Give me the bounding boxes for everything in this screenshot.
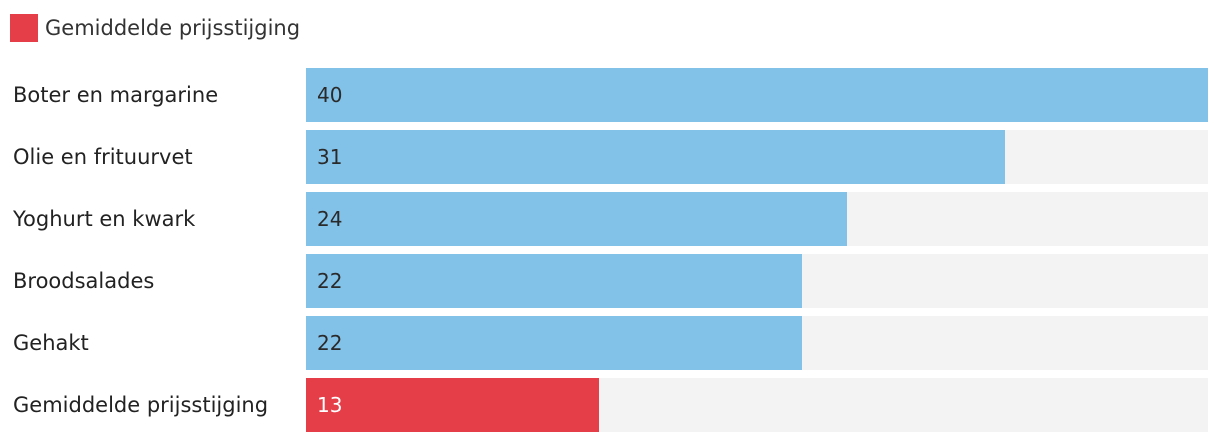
legend-swatch	[10, 14, 38, 42]
bar-row: Gemiddelde prijsstijging 13	[0, 378, 1220, 432]
bar-track: 13	[306, 378, 1208, 432]
category-label: Boter en margarine	[13, 83, 219, 107]
category-label: Gehakt	[13, 331, 89, 355]
bar-track: 31	[306, 130, 1208, 184]
category-label: Yoghurt en kwark	[13, 207, 196, 231]
value-label: 24	[317, 207, 343, 231]
value-label: 22	[317, 269, 343, 293]
category-label: Broodsalades	[13, 269, 155, 293]
bar-track: 22	[306, 316, 1208, 370]
bar-row: Broodsalades 22	[0, 254, 1220, 308]
legend-label: Gemiddelde prijsstijging	[45, 16, 301, 40]
category-label: Gemiddelde prijsstijging	[13, 393, 269, 417]
value-label: 31	[317, 145, 343, 169]
bar-row: Gehakt 22	[0, 316, 1220, 370]
bar-track: 40	[306, 68, 1208, 122]
bar-row: Yoghurt en kwark 24	[0, 192, 1220, 246]
value-label: 40	[317, 83, 343, 107]
bar: 24	[306, 192, 848, 246]
bar: 40	[306, 68, 1208, 122]
legend: Gemiddelde prijsstijging	[10, 14, 300, 42]
bar: 31	[306, 130, 1006, 184]
bar: 22	[306, 316, 803, 370]
value-label: 22	[317, 331, 343, 355]
bar: 22	[306, 254, 803, 308]
bar-track: 22	[306, 254, 1208, 308]
value-label: 13	[317, 393, 343, 417]
bar-track: 24	[306, 192, 1208, 246]
bar-row: Boter en margarine 40	[0, 68, 1220, 122]
bar: 13	[306, 378, 600, 432]
category-label: Olie en frituurvet	[13, 145, 193, 169]
bar-row: Olie en frituurvet 31	[0, 130, 1220, 184]
